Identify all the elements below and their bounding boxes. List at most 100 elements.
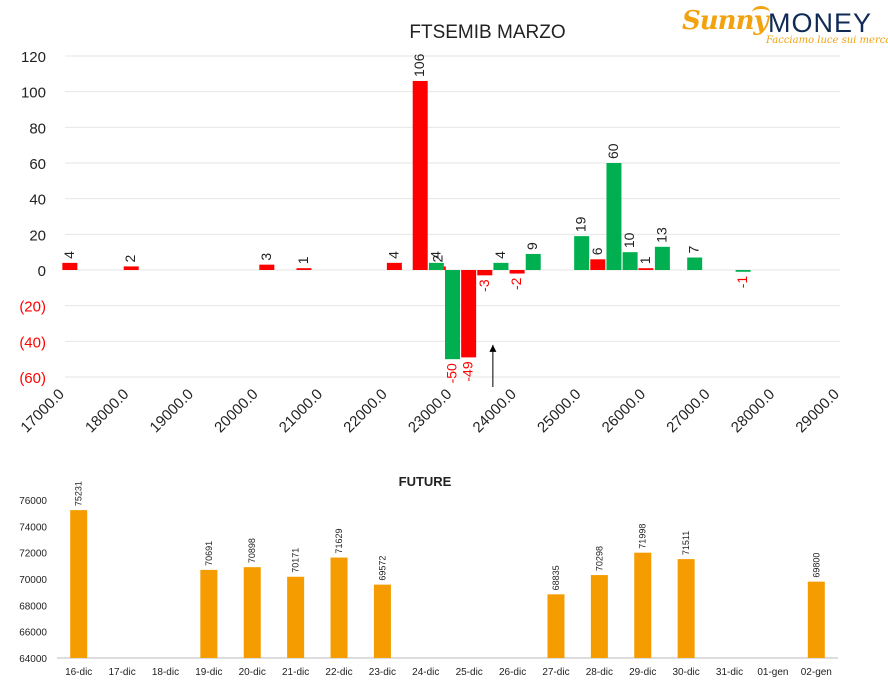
future-x-tick-label: 22-dic: [325, 667, 352, 678]
data-label: 6: [589, 247, 605, 255]
x-tick-label: 17000.0: [17, 386, 67, 436]
data-bar: [687, 257, 703, 270]
sun-icon: [752, 6, 770, 19]
logo-brand-money: MONEY: [768, 8, 873, 38]
data-label: 13: [653, 227, 669, 243]
future-x-tick-label: 19-dic: [195, 667, 222, 678]
y-tick-label: (40): [19, 334, 46, 351]
x-tick-label: 24000.0: [470, 386, 520, 436]
future-bar: [677, 559, 695, 658]
future-data-label: 69800: [811, 553, 821, 578]
data-bar: [296, 268, 312, 270]
future-x-tick-label: 17-dic: [108, 667, 135, 678]
data-bar: [461, 270, 477, 358]
future-y-tick-label: 70000: [19, 575, 47, 586]
future-x-tick-label: 30-dic: [673, 667, 700, 678]
y-tick-label: 60: [29, 156, 46, 173]
x-tick-label: 23000.0: [405, 386, 455, 436]
data-bar: [654, 246, 670, 270]
data-label: -2: [508, 277, 524, 290]
future-bar: [547, 594, 565, 658]
future-data-label: 71629: [334, 529, 344, 554]
logo-tagline: Facciamo luce sui mercati: [766, 35, 888, 46]
data-label: -1: [734, 276, 750, 289]
future-y-tick-label: 66000: [19, 628, 47, 639]
arrow-head-icon: [489, 344, 497, 352]
future-y-tick-label: 64000: [19, 654, 47, 665]
y-tick-label: 20: [29, 227, 46, 244]
data-label: 60: [605, 143, 621, 159]
y-tick-label: (60): [19, 370, 46, 387]
x-tick-label: 21000.0: [276, 386, 326, 436]
future-data-label: 69572: [377, 556, 387, 581]
future-bar: [243, 567, 261, 658]
future-bar: [634, 552, 652, 658]
future-bar-chart: FUTURE 76000 74000 72000 70000 68000 66000 6400…: [19, 474, 838, 678]
data-label: 2: [429, 254, 445, 262]
data-bar: [386, 262, 402, 270]
data-bar: [445, 270, 460, 360]
future-bar: [200, 569, 218, 658]
data-label: 3: [258, 253, 274, 261]
future-x-tick-label: 02-gen: [801, 667, 832, 678]
data-bar: [622, 252, 638, 270]
future-data-label: 70691: [204, 541, 214, 566]
data-label: -49: [460, 361, 476, 381]
data-bar: [574, 236, 590, 270]
data-label: 4: [492, 251, 508, 259]
future-x-tick-label: 24-dic: [412, 667, 439, 678]
data-label: 7: [686, 246, 702, 254]
data-bar: [509, 270, 525, 274]
x-tick-label: 29000.0: [792, 386, 842, 436]
y-tick-label: 100: [21, 85, 46, 102]
y-tick-label: 120: [21, 49, 46, 66]
data-bar: [590, 259, 606, 270]
data-label: 9: [524, 242, 540, 250]
future-y-tick-label: 74000: [19, 522, 47, 533]
data-label: 1: [637, 256, 653, 264]
x-tick-label: 18000.0: [82, 386, 132, 436]
x-tick-label: 25000.0: [534, 386, 584, 436]
future-chart-title: FUTURE: [399, 474, 452, 489]
future-y-tick-label: 68000: [19, 601, 47, 612]
data-bar: [606, 163, 622, 270]
future-x-tick-label: 31-dic: [716, 667, 743, 678]
y-tick-label: 40: [29, 192, 46, 209]
data-label: 1: [295, 256, 311, 264]
future-x-tick-label: 29-dic: [629, 667, 656, 678]
data-bar: [412, 80, 428, 270]
data-label: 4: [61, 251, 77, 259]
future-x-tick-label: 25-dic: [456, 667, 483, 678]
data-label: -50: [444, 363, 460, 383]
future-data-label: 70898: [247, 538, 257, 563]
future-bar: [590, 575, 608, 658]
future-data-label: 71511: [681, 531, 691, 555]
future-data-label: 71998: [638, 524, 648, 549]
future-bar: [287, 576, 305, 658]
ftsemib-bar-chart: FTSEMIB MARZO 120 100 80 60 40 20 0 (20) (40) (60)…: [17, 22, 842, 436]
future-data-label: 68835: [551, 565, 561, 590]
data-label: 2: [122, 254, 138, 262]
future-data-label: 75231: [74, 481, 84, 506]
y-tick-label: (20): [19, 299, 46, 316]
future-x-tick-label: 23-dic: [369, 667, 396, 678]
future-x-tick-label: 18-dic: [152, 667, 179, 678]
data-bar: [638, 268, 654, 270]
x-tick-label: 19000.0: [147, 386, 197, 436]
data-bar: [525, 253, 541, 270]
future-bar: [373, 584, 391, 658]
data-bar: [62, 262, 78, 270]
future-y-tick-label: 76000: [19, 496, 47, 507]
future-x-tick-label: 26-dic: [499, 667, 526, 678]
x-tick-label: 22000.0: [340, 386, 390, 436]
future-x-tick-label: 16-dic: [65, 667, 92, 678]
data-bar: [259, 264, 275, 270]
y-tick-label: 80: [29, 120, 46, 137]
data-bar: [735, 270, 751, 272]
data-label: 19: [573, 216, 589, 232]
future-y-tick-label: 72000: [19, 549, 47, 560]
logo-brand-sunny: Sunny: [682, 6, 769, 36]
sunny-money-logo: Sunny MONEY Facciamo luce sui mercati: [682, 6, 888, 48]
data-bar: [493, 262, 509, 270]
future-x-tick-label: 20-dic: [239, 667, 266, 678]
